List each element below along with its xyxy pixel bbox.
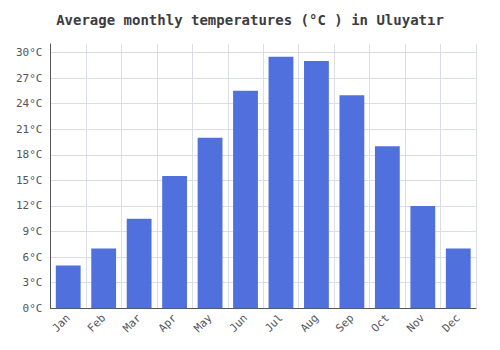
- svg-text:30°C: 30°C: [16, 46, 43, 59]
- svg-text:15°C: 15°C: [16, 174, 43, 187]
- svg-text:Feb: Feb: [85, 312, 108, 335]
- svg-text:Average monthly temperatures (: Average monthly temperatures (°C ) in Ul…: [56, 12, 444, 28]
- svg-text:Jan: Jan: [50, 312, 73, 335]
- svg-text:Nov: Nov: [404, 311, 427, 334]
- svg-text:Sep: Sep: [333, 312, 356, 335]
- svg-text:May: May: [191, 311, 214, 334]
- svg-text:Dec: Dec: [440, 312, 463, 335]
- svg-text:21°C: 21°C: [16, 123, 43, 136]
- svg-text:27°C: 27°C: [16, 72, 43, 85]
- svg-text:Mar: Mar: [121, 311, 144, 334]
- svg-text:3°C: 3°C: [23, 276, 43, 289]
- svg-text:Aug: Aug: [298, 312, 321, 335]
- svg-text:18°C: 18°C: [16, 148, 43, 161]
- svg-text:12°C: 12°C: [16, 199, 43, 212]
- svg-text:24°C: 24°C: [16, 97, 43, 110]
- svg-text:0°C: 0°C: [23, 302, 43, 315]
- svg-text:Jul: Jul: [262, 312, 285, 335]
- svg-text:Apr: Apr: [156, 311, 179, 334]
- svg-text:6°C: 6°C: [23, 251, 43, 264]
- svg-text:9°C: 9°C: [23, 225, 43, 238]
- svg-text:Oct: Oct: [369, 312, 392, 335]
- svg-text:Jun: Jun: [227, 312, 250, 335]
